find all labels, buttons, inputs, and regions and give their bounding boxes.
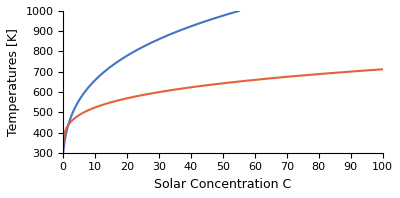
X-axis label: Solar Concentration C: Solar Concentration C bbox=[154, 178, 292, 191]
Y-axis label: Temperatures [K]: Temperatures [K] bbox=[7, 28, 20, 136]
